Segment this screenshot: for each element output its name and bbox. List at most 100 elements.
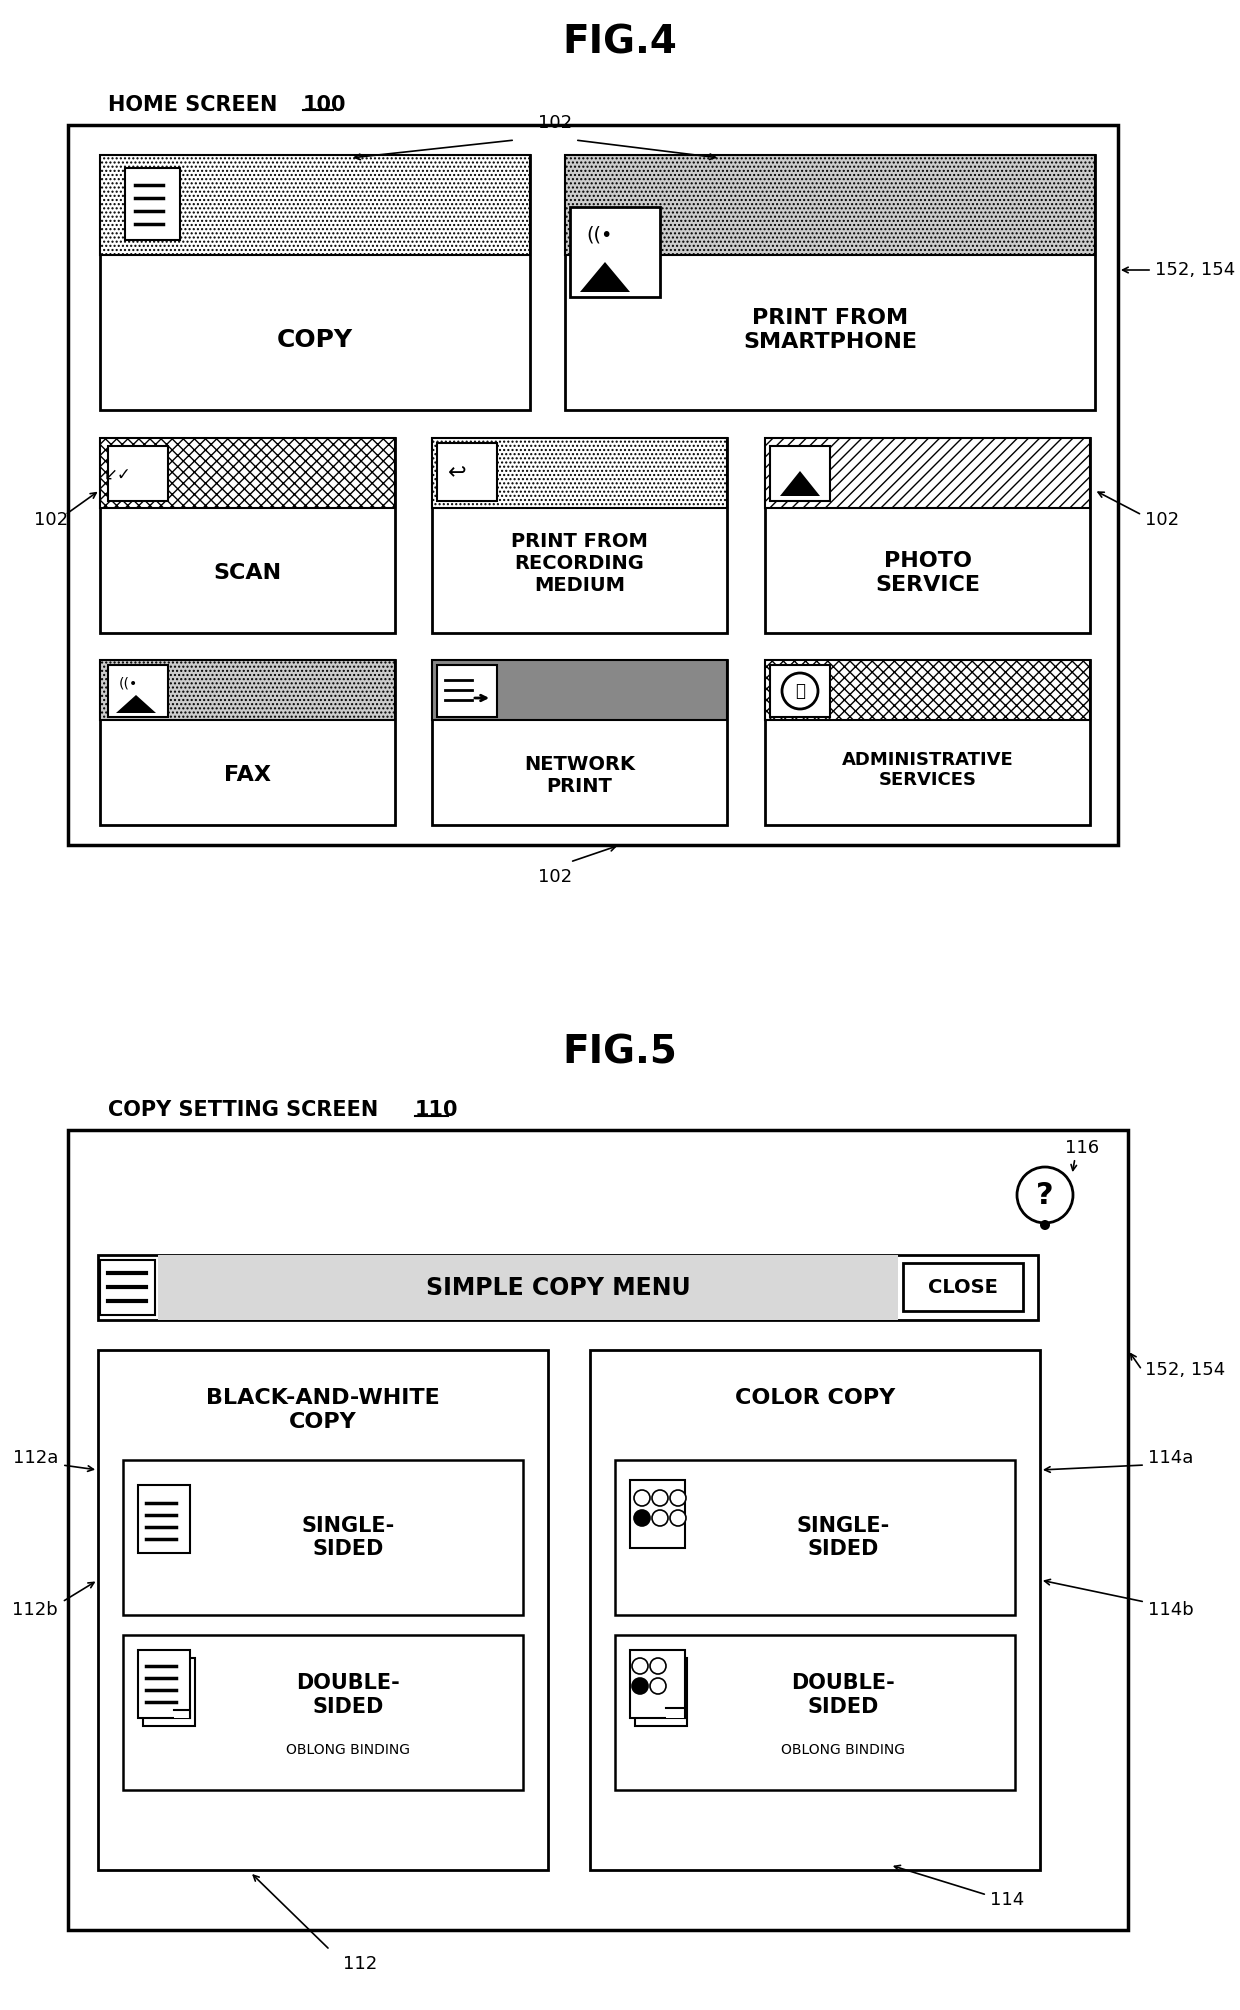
Bar: [100, 155, 529, 410]
Bar: [68, 1130, 1128, 1930]
Text: 152, 154: 152, 154: [1154, 261, 1235, 279]
Polygon shape: [117, 695, 156, 714]
Text: NETWORK
PRINT: NETWORK PRINT: [525, 754, 635, 796]
Text: 152, 154: 152, 154: [1145, 1361, 1225, 1379]
Bar: [100, 659, 396, 824]
Bar: [138, 1650, 190, 1719]
Polygon shape: [666, 1708, 684, 1719]
Bar: [615, 1634, 1016, 1791]
Text: SCAN: SCAN: [213, 563, 281, 583]
Text: OBLONG BINDING: OBLONG BINDING: [781, 1743, 905, 1757]
Bar: [125, 169, 180, 239]
Polygon shape: [174, 1711, 190, 1719]
Bar: [100, 155, 529, 255]
Text: DOUBLE-
SIDED: DOUBLE- SIDED: [296, 1674, 399, 1717]
Text: SINGLE-
SIDED: SINGLE- SIDED: [796, 1516, 889, 1560]
Text: FAX: FAX: [224, 766, 272, 786]
Bar: [635, 1658, 687, 1727]
Text: DOUBLE-
SIDED: DOUBLE- SIDED: [791, 1674, 895, 1717]
Text: PHOTO
SERVICE: PHOTO SERVICE: [875, 551, 980, 595]
Text: COPY: COPY: [277, 328, 353, 352]
Bar: [565, 155, 1095, 255]
Text: PRINT FROM
RECORDING
MEDIUM: PRINT FROM RECORDING MEDIUM: [511, 531, 649, 595]
Text: 112a: 112a: [12, 1449, 58, 1467]
Bar: [630, 1479, 684, 1548]
Text: ↙✓: ↙✓: [104, 466, 131, 484]
Bar: [68, 125, 1118, 844]
Bar: [770, 665, 830, 718]
Bar: [100, 438, 396, 633]
Text: 114: 114: [990, 1891, 1024, 1909]
Text: FIG.4: FIG.4: [563, 22, 677, 60]
Bar: [903, 1262, 1023, 1311]
Bar: [143, 1658, 195, 1727]
Bar: [100, 1260, 155, 1315]
Text: 114b: 114b: [1148, 1602, 1194, 1618]
Circle shape: [670, 1510, 686, 1526]
Bar: [100, 438, 396, 509]
Bar: [615, 1459, 1016, 1614]
Bar: [590, 1351, 1040, 1869]
Bar: [770, 446, 830, 500]
Text: CLOSE: CLOSE: [928, 1278, 998, 1296]
Bar: [436, 442, 497, 500]
Text: SIMPLE COPY MENU: SIMPLE COPY MENU: [425, 1276, 691, 1300]
Text: 102: 102: [33, 511, 68, 529]
Text: 102: 102: [1145, 511, 1179, 529]
Text: ((•: ((•: [118, 675, 138, 689]
Circle shape: [652, 1510, 668, 1526]
Circle shape: [652, 1489, 668, 1505]
Text: 102: 102: [538, 868, 572, 886]
Bar: [100, 659, 396, 720]
Text: COLOR COPY: COLOR COPY: [735, 1389, 895, 1407]
Text: 112b: 112b: [12, 1602, 58, 1618]
Bar: [570, 207, 660, 297]
Circle shape: [634, 1489, 650, 1505]
Bar: [432, 659, 727, 824]
Text: COPY SETTING SCREEN: COPY SETTING SCREEN: [108, 1099, 378, 1120]
Text: 100: 100: [303, 94, 346, 115]
Bar: [123, 1634, 523, 1791]
Text: OBLONG BINDING: OBLONG BINDING: [286, 1743, 410, 1757]
Bar: [630, 1650, 684, 1719]
Bar: [108, 665, 167, 718]
Text: BLACK-AND-WHITE
COPY: BLACK-AND-WHITE COPY: [206, 1389, 440, 1431]
Text: SINGLE-
SIDED: SINGLE- SIDED: [301, 1516, 394, 1560]
Circle shape: [650, 1658, 666, 1674]
Circle shape: [632, 1658, 649, 1674]
Bar: [432, 438, 727, 509]
Circle shape: [1040, 1220, 1050, 1230]
Text: 印: 印: [795, 681, 805, 699]
Text: ?: ?: [1037, 1180, 1054, 1210]
Bar: [436, 665, 497, 718]
Bar: [765, 438, 1090, 633]
Circle shape: [782, 673, 818, 710]
Circle shape: [1017, 1168, 1073, 1222]
Bar: [765, 659, 1090, 720]
Text: 114a: 114a: [1148, 1449, 1193, 1467]
Text: HOME SCREEN: HOME SCREEN: [108, 94, 278, 115]
Bar: [138, 1485, 190, 1554]
Text: FIG.5: FIG.5: [563, 1033, 677, 1071]
Text: ((•: ((•: [587, 225, 614, 245]
Bar: [765, 659, 1090, 824]
Bar: [157, 1254, 898, 1321]
Bar: [765, 438, 1090, 509]
Bar: [432, 438, 727, 633]
Text: ↩: ↩: [448, 462, 466, 482]
Circle shape: [634, 1510, 650, 1526]
Bar: [98, 1254, 1038, 1321]
Polygon shape: [780, 470, 820, 496]
Polygon shape: [580, 261, 630, 291]
Bar: [123, 1459, 523, 1614]
Text: ADMINISTRATIVE
SERVICES: ADMINISTRATIVE SERVICES: [842, 750, 1013, 790]
Text: 102: 102: [538, 115, 572, 133]
Circle shape: [632, 1678, 649, 1694]
Circle shape: [650, 1678, 666, 1694]
Circle shape: [670, 1489, 686, 1505]
Text: 116: 116: [1065, 1140, 1099, 1158]
Bar: [565, 155, 1095, 410]
Text: 110: 110: [415, 1099, 459, 1120]
Bar: [98, 1351, 548, 1869]
Text: 112: 112: [343, 1956, 377, 1974]
